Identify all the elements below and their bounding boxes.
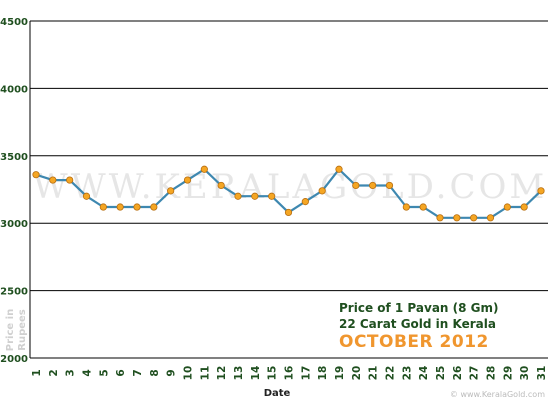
x-tick-label: 28 bbox=[486, 366, 498, 381]
data-point bbox=[385, 181, 394, 190]
x-tick-label: 24 bbox=[418, 366, 430, 381]
data-point bbox=[217, 181, 225, 190]
data-point bbox=[49, 176, 57, 184]
data-point bbox=[116, 203, 124, 211]
series-markers bbox=[32, 165, 545, 222]
data-point bbox=[82, 192, 91, 200]
chart-title-line1: Price of 1 Pavan (8 Gm) bbox=[339, 301, 499, 315]
data-point bbox=[268, 192, 276, 200]
data-point bbox=[66, 176, 74, 184]
data-point bbox=[537, 187, 545, 195]
x-tick-label: 19 bbox=[334, 366, 346, 381]
x-tick-label: 8 bbox=[149, 369, 161, 376]
y-axis-label-line2: Rupees bbox=[17, 309, 28, 351]
data-point bbox=[335, 165, 343, 173]
x-tick-label: 29 bbox=[502, 366, 514, 381]
y-tick-label: 22500 bbox=[0, 287, 28, 298]
data-point bbox=[150, 203, 158, 211]
x-tick-label: 16 bbox=[284, 366, 296, 381]
y-tick-label: 24000 bbox=[0, 84, 28, 95]
data-point bbox=[369, 181, 377, 190]
data-point bbox=[352, 181, 360, 190]
x-tick-label: 20 bbox=[351, 366, 363, 381]
data-point bbox=[251, 192, 259, 200]
y-tick-label: 23000 bbox=[0, 219, 28, 230]
x-tick-label: 12 bbox=[216, 366, 228, 381]
data-point bbox=[301, 198, 309, 206]
x-tick-label: 2 bbox=[48, 369, 60, 376]
data-point bbox=[133, 203, 141, 211]
x-axis-ticks: 1 2 3 4 5 6 7 8 9 10 11 12 13 14 15 16 17 18 19 20 21 22 23 24 2… bbox=[31, 366, 548, 381]
x-tick-label: 15 bbox=[267, 366, 279, 381]
y-tick-label: 24500 bbox=[0, 17, 28, 28]
data-point bbox=[436, 214, 444, 222]
data-point bbox=[284, 208, 293, 217]
x-tick-label: 14 bbox=[250, 366, 262, 381]
y-axis-label: Price in Rupees bbox=[5, 309, 28, 351]
x-tick-label: 21 bbox=[368, 366, 380, 381]
x-tick-label: 23 bbox=[401, 366, 413, 381]
x-tick-label: 10 bbox=[183, 366, 195, 381]
x-tick-label: 5 bbox=[98, 369, 110, 376]
x-axis-label: Date bbox=[264, 388, 291, 399]
y-tick-label: 22000 bbox=[0, 354, 28, 365]
x-tick-label: 9 bbox=[166, 369, 178, 376]
chart-title-line2: 22 Carat Gold in Kerala bbox=[339, 317, 496, 331]
x-tick-label: 3 bbox=[65, 369, 77, 376]
data-point bbox=[99, 203, 107, 211]
watermark-text: WWW.KERALAGOLD.COM bbox=[33, 167, 547, 207]
data-point bbox=[200, 165, 208, 173]
x-tick-label: 17 bbox=[300, 366, 312, 381]
x-tick-label: 26 bbox=[452, 366, 464, 381]
data-point bbox=[402, 203, 410, 211]
y-axis-ticks: 22000 22500 23000 23500 24000 24500 bbox=[0, 17, 28, 365]
data-point bbox=[470, 214, 478, 222]
footer-credit: © www.KeralaGold.com bbox=[450, 390, 545, 399]
x-tick-label: 31 bbox=[536, 366, 548, 381]
data-point bbox=[520, 203, 528, 211]
x-tick-label: 7 bbox=[132, 369, 144, 376]
data-point bbox=[167, 187, 175, 195]
data-point bbox=[183, 176, 192, 184]
x-tick-label: 4 bbox=[82, 369, 94, 376]
data-point bbox=[453, 214, 461, 222]
x-tick-label: 22 bbox=[385, 366, 397, 381]
x-tick-label: 1 bbox=[31, 369, 43, 376]
x-tick-label: 27 bbox=[469, 366, 481, 381]
data-point bbox=[318, 187, 326, 195]
data-point bbox=[486, 214, 495, 222]
data-point bbox=[32, 171, 40, 179]
x-tick-label: 13 bbox=[233, 366, 245, 381]
x-tick-label: 6 bbox=[115, 369, 127, 376]
x-tick-label: 25 bbox=[435, 366, 447, 381]
data-point bbox=[419, 203, 427, 211]
y-axis-label-line1: Price in bbox=[5, 309, 16, 351]
chart-title-month: OCTOBER 2012 bbox=[339, 332, 489, 352]
data-point bbox=[503, 203, 511, 211]
x-tick-label: 11 bbox=[199, 366, 211, 381]
x-tick-label: 18 bbox=[317, 366, 329, 381]
x-tick-label: 30 bbox=[519, 366, 531, 381]
grid-lines bbox=[29, 20, 548, 359]
y-tick-label: 23500 bbox=[0, 152, 28, 163]
data-point bbox=[234, 192, 242, 200]
